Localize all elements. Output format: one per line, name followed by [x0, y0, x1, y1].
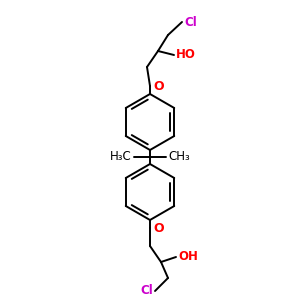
Text: H₃C: H₃C [110, 149, 132, 163]
Text: Cl: Cl [140, 284, 153, 298]
Text: Cl: Cl [184, 16, 197, 28]
Text: CH₃: CH₃ [168, 149, 190, 163]
Text: O: O [153, 221, 164, 235]
Text: O: O [153, 80, 164, 92]
Text: OH: OH [178, 250, 198, 263]
Text: HO: HO [176, 49, 196, 62]
